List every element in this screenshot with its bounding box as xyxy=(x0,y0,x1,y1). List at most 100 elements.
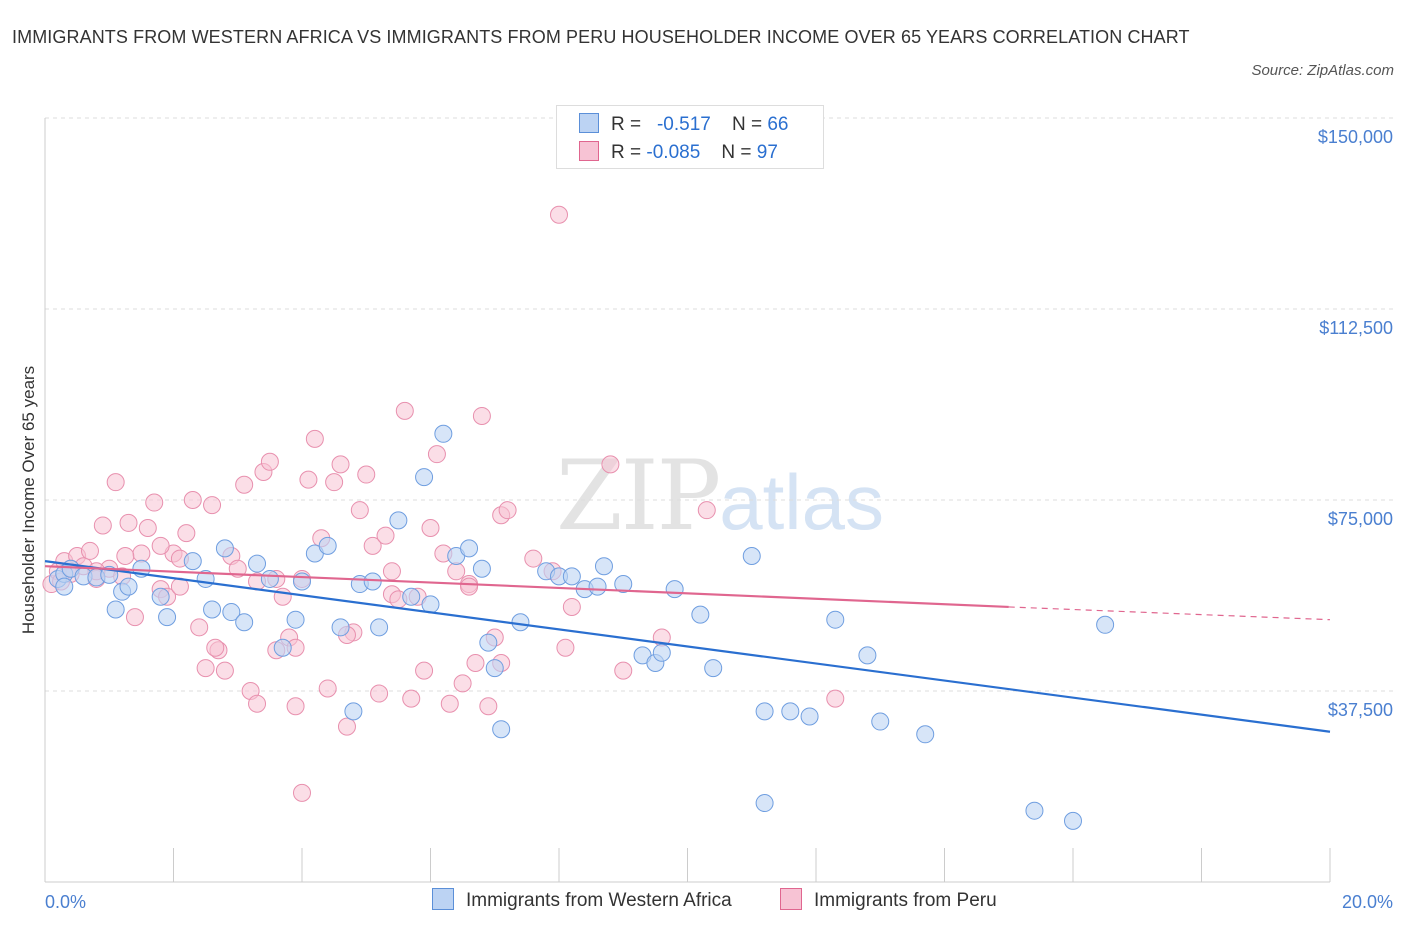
data-point-peru xyxy=(601,455,620,474)
data-point-peru xyxy=(826,689,845,708)
data-point-peru xyxy=(106,473,125,492)
grid-lines xyxy=(45,117,1395,692)
data-point-western-africa xyxy=(402,587,421,606)
data-point-peru xyxy=(190,618,209,637)
data-point-peru xyxy=(421,519,440,538)
data-point-peru xyxy=(453,674,472,693)
data-point-western-africa xyxy=(260,569,279,588)
data-point-peru xyxy=(196,659,215,678)
data-point-peru xyxy=(415,661,434,680)
y-tick-label: $112,500 xyxy=(1319,318,1393,338)
data-point-western-africa xyxy=(871,712,890,731)
data-point-peru xyxy=(228,559,247,578)
data-point-peru xyxy=(556,638,575,657)
data-point-peru xyxy=(472,406,491,425)
data-point-western-africa xyxy=(472,559,491,578)
axis-labels: $37,500 $75,000 $112,500 $150,000 0.0% 20.0% H… xyxy=(19,127,1393,912)
data-point-peru xyxy=(447,562,466,581)
legend-swatch-blue xyxy=(579,113,599,133)
data-point-western-africa xyxy=(691,605,710,624)
data-point-western-africa xyxy=(235,613,254,632)
data-point-peru xyxy=(248,694,267,713)
legend-n-label: N = xyxy=(721,142,752,163)
watermark-atlas: atlas xyxy=(719,458,884,546)
data-point-western-africa xyxy=(106,600,125,619)
data-point-western-africa xyxy=(742,547,761,566)
legend-n-value: 66 xyxy=(767,114,789,135)
data-point-peru xyxy=(177,524,196,543)
data-point-western-africa xyxy=(183,552,202,571)
data-point-peru xyxy=(145,493,164,512)
data-point-peru xyxy=(562,597,581,616)
data-point-western-africa xyxy=(588,577,607,596)
data-point-western-africa xyxy=(222,603,241,622)
data-point-peru xyxy=(286,697,305,716)
data-point-western-africa xyxy=(665,580,684,599)
bottom-legend-swatch-pink xyxy=(780,888,802,910)
data-point-western-africa xyxy=(273,638,292,657)
data-point-peru xyxy=(235,475,254,494)
data-point-western-africa xyxy=(916,725,935,744)
y-tick-label: $37,500 xyxy=(1328,700,1393,720)
data-point-western-africa xyxy=(370,618,389,637)
data-point-peru xyxy=(524,549,543,568)
trend-lines xyxy=(44,560,1331,733)
data-point-peru xyxy=(325,473,344,492)
data-point-western-africa xyxy=(248,554,267,573)
data-point-peru xyxy=(215,661,234,680)
data-point-peru xyxy=(125,608,144,627)
data-point-peru xyxy=(80,541,99,560)
trend-line-peru-extension xyxy=(1008,606,1331,621)
data-point-western-africa xyxy=(1064,811,1082,830)
data-point-peru xyxy=(299,470,318,489)
data-point-western-africa xyxy=(158,608,177,627)
data-point-western-africa xyxy=(363,572,382,591)
trend-line-western-africa xyxy=(44,560,1331,733)
data-point-western-africa xyxy=(1096,615,1115,634)
bottom-legend-label: Immigrants from Western Africa xyxy=(466,890,732,911)
data-point-peru xyxy=(331,455,350,474)
data-point-peru xyxy=(498,501,517,520)
data-point-western-africa xyxy=(215,539,234,558)
data-point-western-africa xyxy=(479,633,498,652)
data-point-western-africa xyxy=(331,618,350,637)
data-point-western-africa xyxy=(562,567,581,586)
bottom-legend-label: Immigrants from Peru xyxy=(814,890,997,911)
bottom-legend-western-africa: Immigrants from Western Africa xyxy=(432,888,732,912)
x-tick-label-max: 20.0% xyxy=(1342,892,1393,912)
data-point-peru xyxy=(151,536,170,555)
y-tick-label: $75,000 xyxy=(1328,509,1393,529)
data-point-western-africa xyxy=(151,587,170,606)
data-point-western-africa xyxy=(55,577,74,596)
series-western-africa-points xyxy=(48,424,1115,830)
data-point-peru xyxy=(440,694,459,713)
legend-swatch-pink xyxy=(579,141,599,161)
data-point-western-africa xyxy=(434,424,453,443)
axes xyxy=(44,118,1331,883)
legend-r-label: R = xyxy=(611,114,642,135)
data-point-peru xyxy=(357,465,376,484)
data-point-peru xyxy=(260,452,279,471)
data-point-western-africa xyxy=(119,577,138,596)
data-point-peru xyxy=(116,547,135,566)
legend-row-peru: R = -0.085 N = 97 xyxy=(579,141,778,165)
data-point-peru xyxy=(138,519,157,538)
data-point-peru xyxy=(206,638,225,657)
data-point-western-africa xyxy=(652,643,671,662)
data-point-western-africa xyxy=(614,575,633,594)
data-point-peru xyxy=(479,697,498,716)
data-point-western-africa xyxy=(755,702,774,721)
data-point-peru xyxy=(466,653,485,672)
data-point-peru xyxy=(395,401,414,420)
legend-r-value: -0.517 xyxy=(656,114,711,135)
chart-title: IMMIGRANTS FROM WESTERN AFRICA VS IMMIGR… xyxy=(12,27,1190,47)
data-point-western-africa xyxy=(594,557,613,576)
watermark: ZIPatlas xyxy=(556,440,884,552)
legend-r-value: -0.085 xyxy=(646,142,701,163)
data-point-peru xyxy=(402,689,421,708)
data-point-peru xyxy=(132,544,151,563)
data-point-western-africa xyxy=(781,702,800,721)
data-point-peru xyxy=(460,577,479,596)
data-point-western-africa xyxy=(286,610,305,629)
data-point-peru xyxy=(382,562,401,581)
